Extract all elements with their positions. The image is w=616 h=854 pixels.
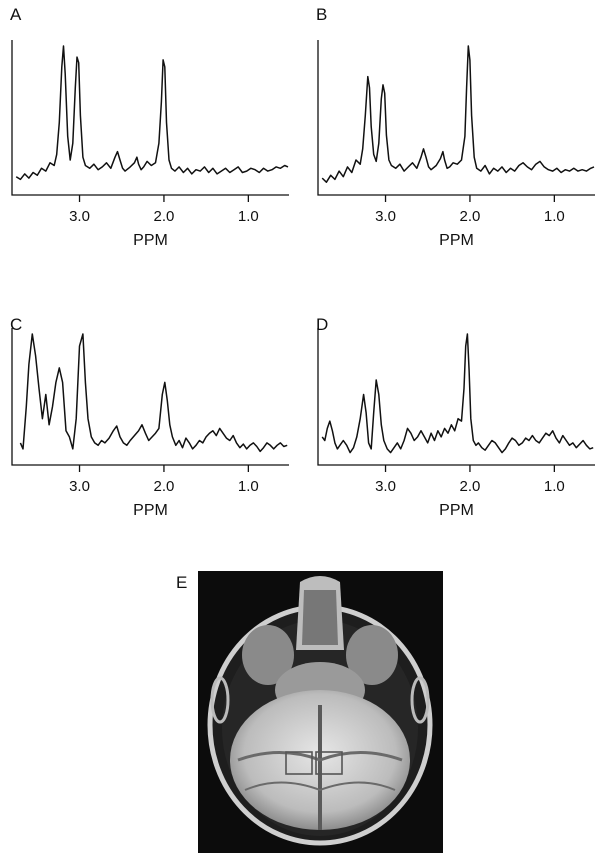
x-tick-label: 1.0: [238, 478, 259, 495]
spectrum-line-a: [15, 45, 289, 181]
x-tick-label: 3.0: [69, 208, 90, 225]
x-tick-label: 3.0: [375, 208, 396, 225]
x-tick-label: 3.0: [375, 478, 396, 495]
x-tick-label: 2.0: [460, 478, 481, 495]
x-tick-label: 1.0: [238, 208, 259, 225]
spectrum-line-c: [19, 333, 288, 453]
spectrum-line-b: [321, 45, 595, 183]
panel-b: B 3.0 2.0 1.0 PPM: [316, 5, 595, 249]
spectrum-line-d: [321, 333, 594, 454]
panel-label-b: B: [316, 5, 327, 24]
panel-label-d: D: [316, 315, 328, 334]
mri-image: [198, 571, 443, 853]
axis-line: [11, 328, 289, 466]
x-tick-label: 2.0: [460, 208, 481, 225]
axis-line: [317, 328, 595, 466]
axis-line: [11, 40, 289, 196]
axis-line: [317, 40, 595, 196]
panel-label-a: A: [10, 5, 22, 24]
x-tick-label: 1.0: [544, 208, 565, 225]
x-tick-label: 3.0: [69, 478, 90, 495]
x-axis-title: PPM: [133, 232, 168, 249]
panel-e: E: [176, 571, 443, 853]
panel-c: C 3.0 2.0 1.0 PPM: [10, 315, 289, 519]
panel-d: D 3.0 2.0 1.0 PPM: [316, 315, 595, 519]
x-tick-label: 2.0: [154, 208, 175, 225]
x-axis-title: PPM: [133, 502, 168, 519]
x-axis-title: PPM: [439, 502, 474, 519]
panel-a: A 3.0 2.0 1.0 PPM: [10, 5, 289, 249]
panel-label-e: E: [176, 573, 187, 592]
x-axis-title: PPM: [439, 232, 474, 249]
panel-label-c: C: [10, 315, 22, 334]
x-tick-label: 1.0: [544, 478, 565, 495]
x-tick-label: 2.0: [154, 478, 175, 495]
